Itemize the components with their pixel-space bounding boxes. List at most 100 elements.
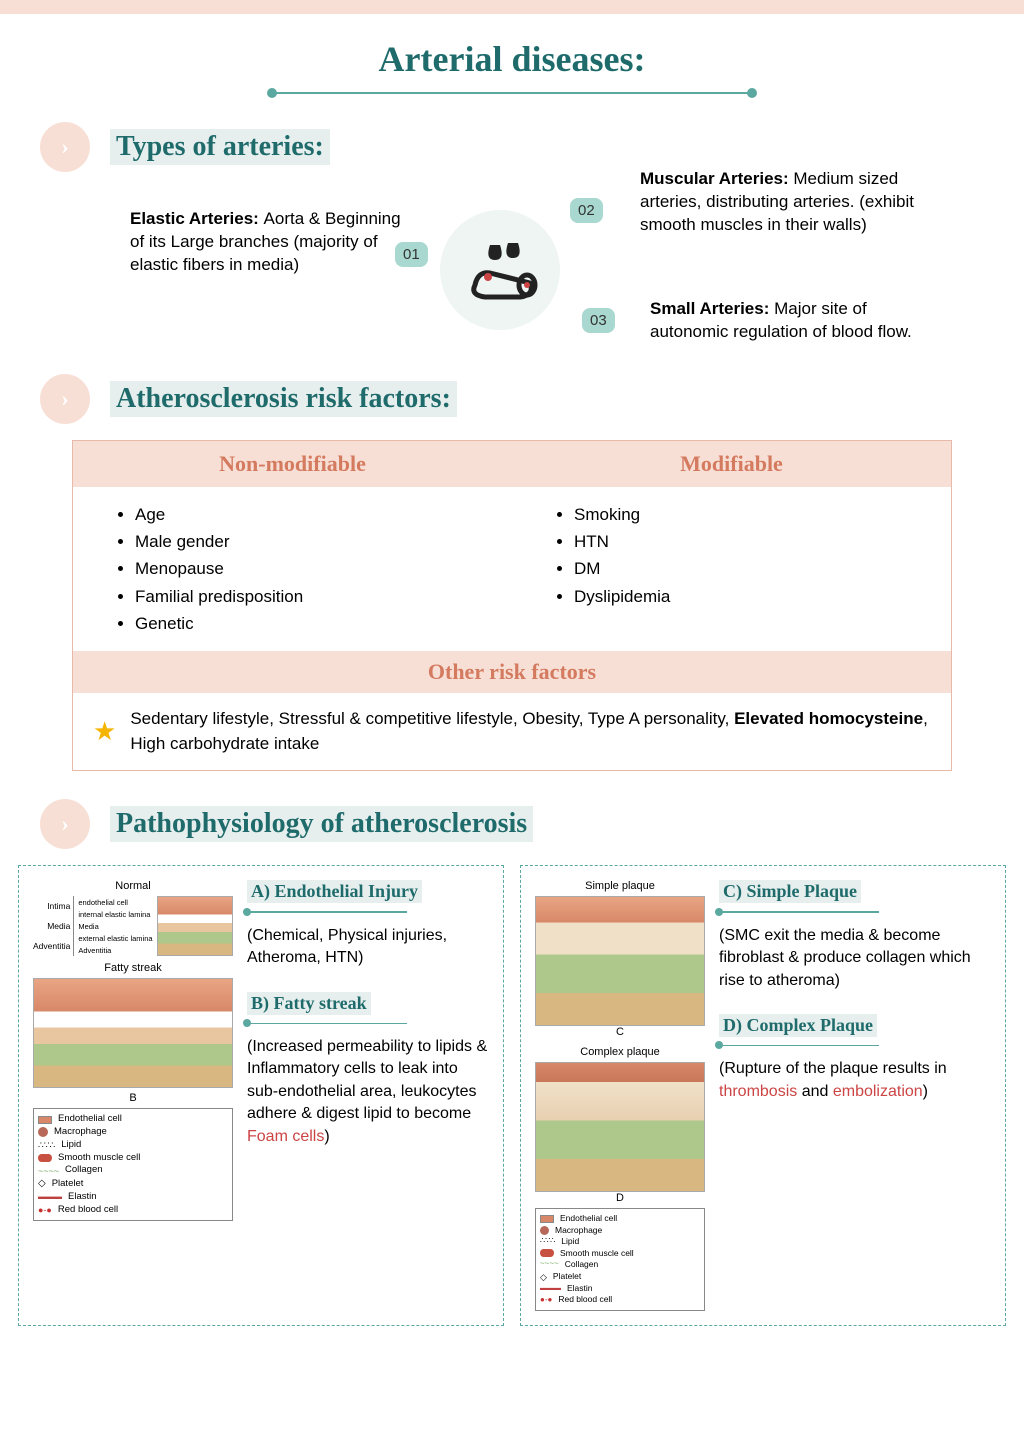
- other-risk-text-pre: Sedentary lifestyle, Stressful & competi…: [130, 709, 734, 728]
- list-item: DM: [574, 555, 931, 582]
- step-b-title: B) Fatty streak: [247, 992, 371, 1015]
- layer-label: Intima: [33, 901, 70, 912]
- patho-text-right: C) Simple Plaque (SMC exit the media & b…: [719, 880, 991, 1310]
- diagram-box-right: Simple plaque C Complex plaque D Endothe…: [535, 880, 705, 1310]
- legend-row: Endothelial cell: [38, 1113, 228, 1126]
- chevron-icon: ›: [61, 134, 68, 160]
- legend-row: Macrophage: [540, 1225, 700, 1236]
- artery-types-diagram: 01 02 03 Elastic Arteries: Aorta & Begin…: [0, 180, 1024, 380]
- list-item: Age: [135, 501, 492, 528]
- section-title-patho: Pathophysiology of atherosclerosis: [110, 806, 533, 842]
- legend-row: ◇Platelet: [38, 1177, 228, 1191]
- other-risk-header: Other risk factors: [73, 651, 951, 693]
- diagram-caption-C: C: [535, 1026, 705, 1038]
- title-underline: [272, 92, 752, 94]
- layer-sublabel: external elastic lamina: [78, 934, 152, 943]
- legend-row: ▬▬▬Elastin: [540, 1283, 700, 1294]
- legend-row: ~~~~Collagen: [38, 1164, 228, 1177]
- step-a-body: (Chemical, Physical injuries, Atheroma, …: [247, 925, 489, 970]
- artery-type-elastic-bold: Elastic Arteries:: [130, 209, 264, 228]
- list-item: Dyslipidemia: [574, 583, 931, 610]
- foam-cells-accent: Foam cells: [247, 1128, 324, 1145]
- layer-sublabel: Adventitia: [78, 946, 152, 955]
- legend-row: ▬▬▬Elastin: [38, 1191, 228, 1204]
- artery-center-icon: [440, 210, 560, 330]
- badge-02: 02: [570, 198, 603, 223]
- patho-column-right: Simple plaque C Complex plaque D Endothe…: [520, 865, 1006, 1325]
- patho-text-left: A) Endothelial Injury (Chemical, Physica…: [247, 880, 489, 1310]
- artery-type-small-bold: Small Arteries:: [650, 299, 774, 318]
- star-icon: ★: [93, 713, 116, 751]
- diagram-caption-complex: Complex plaque: [535, 1046, 705, 1058]
- legend-row: Smooth muscle cell: [540, 1248, 700, 1259]
- artery-type-muscular: Muscular Arteries: Medium sized arteries…: [640, 168, 920, 237]
- page-title: Arterial diseases:: [0, 38, 1024, 80]
- tissue-diagram-normal: [157, 896, 233, 956]
- artery-type-elastic: Elastic Arteries: Aorta & Beginning of i…: [130, 208, 410, 277]
- section-header-types: › Types of arteries:: [40, 122, 1024, 172]
- layer-sublabel: Media: [78, 922, 152, 931]
- chevron-icon: ›: [61, 811, 68, 837]
- badge-03: 03: [582, 308, 615, 333]
- artery-type-muscular-bold: Muscular Arteries:: [640, 169, 793, 188]
- legend-row: ~~~~Collagen: [540, 1259, 700, 1270]
- mini-rule: [247, 1023, 407, 1025]
- patho-column-left: Normal Intima Media Adventitia endotheli…: [18, 865, 504, 1325]
- top-accent-bar: [0, 0, 1024, 14]
- diagram-caption-normal: Normal: [33, 880, 233, 892]
- legend-row: Smooth muscle cell: [38, 1152, 228, 1165]
- step-c-body: (SMC exit the media & become fibroblast …: [719, 925, 991, 992]
- tissue-diagram-complex: [535, 1062, 705, 1192]
- col-header-nonmodifiable: Non-modifiable: [73, 441, 512, 487]
- legend-table-right: Endothelial cell Macrophage ∴∵∴Lipid Smo…: [535, 1208, 705, 1310]
- list-item: Genetic: [135, 610, 492, 637]
- section-header-risk: › Atherosclerosis risk factors:: [40, 374, 1024, 424]
- step-c-title: C) Simple Plaque: [719, 880, 861, 903]
- bullet-icon: ›: [40, 799, 90, 849]
- legend-table-left: Endothelial cell Macrophage ∴∵∴Lipid Smo…: [33, 1108, 233, 1221]
- list-item: HTN: [574, 528, 931, 555]
- section-title-risk: Atherosclerosis risk factors:: [110, 381, 457, 417]
- artery-type-small: Small Arteries: Major site of autonomic …: [650, 298, 930, 344]
- section-title-types: Types of arteries:: [110, 129, 330, 165]
- legend-row: ●-●Red blood cell: [540, 1294, 700, 1305]
- legend-row: ∴∵∴Lipid: [38, 1139, 228, 1152]
- step-d-title: D) Complex Plaque: [719, 1014, 877, 1037]
- legend-row: Endothelial cell: [540, 1213, 700, 1224]
- list-item: Male gender: [135, 528, 492, 555]
- diagram-box-left: Normal Intima Media Adventitia endotheli…: [33, 880, 233, 1310]
- risk-table-header: Non-modifiable Modifiable: [73, 441, 951, 487]
- diagram-caption-B: B: [33, 1092, 233, 1104]
- embolization-accent: embolization: [833, 1083, 923, 1100]
- col-header-modifiable: Modifiable: [512, 441, 951, 487]
- mini-rule: [719, 1045, 879, 1047]
- step-b-body: (Increased permeability to lipids & Infl…: [247, 1036, 489, 1148]
- step-a-title: A) Endothelial Injury: [247, 880, 422, 903]
- mini-rule: [719, 911, 879, 913]
- mini-rule: [247, 911, 407, 913]
- step-d-body: (Rupture of the plaque results in thromb…: [719, 1058, 991, 1103]
- risk-factors-table: Non-modifiable Modifiable Age Male gende…: [72, 440, 952, 771]
- other-risk-body: ★ Sedentary lifestyle, Stressful & compe…: [73, 693, 951, 770]
- modifiable-cell: Smoking HTN DM Dyslipidemia: [512, 487, 951, 651]
- nonmodifiable-cell: Age Male gender Menopause Familial predi…: [73, 487, 512, 651]
- legend-row: ●-●Red blood cell: [38, 1204, 228, 1217]
- bullet-icon: ›: [40, 374, 90, 424]
- section-header-patho: › Pathophysiology of atherosclerosis: [40, 799, 1024, 849]
- chevron-icon: ›: [61, 386, 68, 412]
- other-risk-text-bold: Elevated homocysteine: [734, 709, 923, 728]
- diagram-caption-fatty: Fatty streak: [33, 962, 233, 974]
- bullet-icon: ›: [40, 122, 90, 172]
- layer-label: Adventitia: [33, 941, 70, 952]
- layer-sublabel: internal elastic lamina: [78, 910, 152, 919]
- list-item: Menopause: [135, 555, 492, 582]
- diagram-caption-D: D: [535, 1192, 705, 1204]
- layer-sublabel: endothelial cell: [78, 898, 152, 907]
- legend-row: ∴∵∴Lipid: [540, 1236, 700, 1247]
- tissue-diagram-fatty: [33, 978, 233, 1088]
- tissue-diagram-simple: [535, 896, 705, 1026]
- legend-row: Macrophage: [38, 1126, 228, 1139]
- thrombosis-accent: thrombosis: [719, 1083, 797, 1100]
- layer-label: Media: [33, 921, 70, 932]
- risk-table-body: Age Male gender Menopause Familial predi…: [73, 487, 951, 651]
